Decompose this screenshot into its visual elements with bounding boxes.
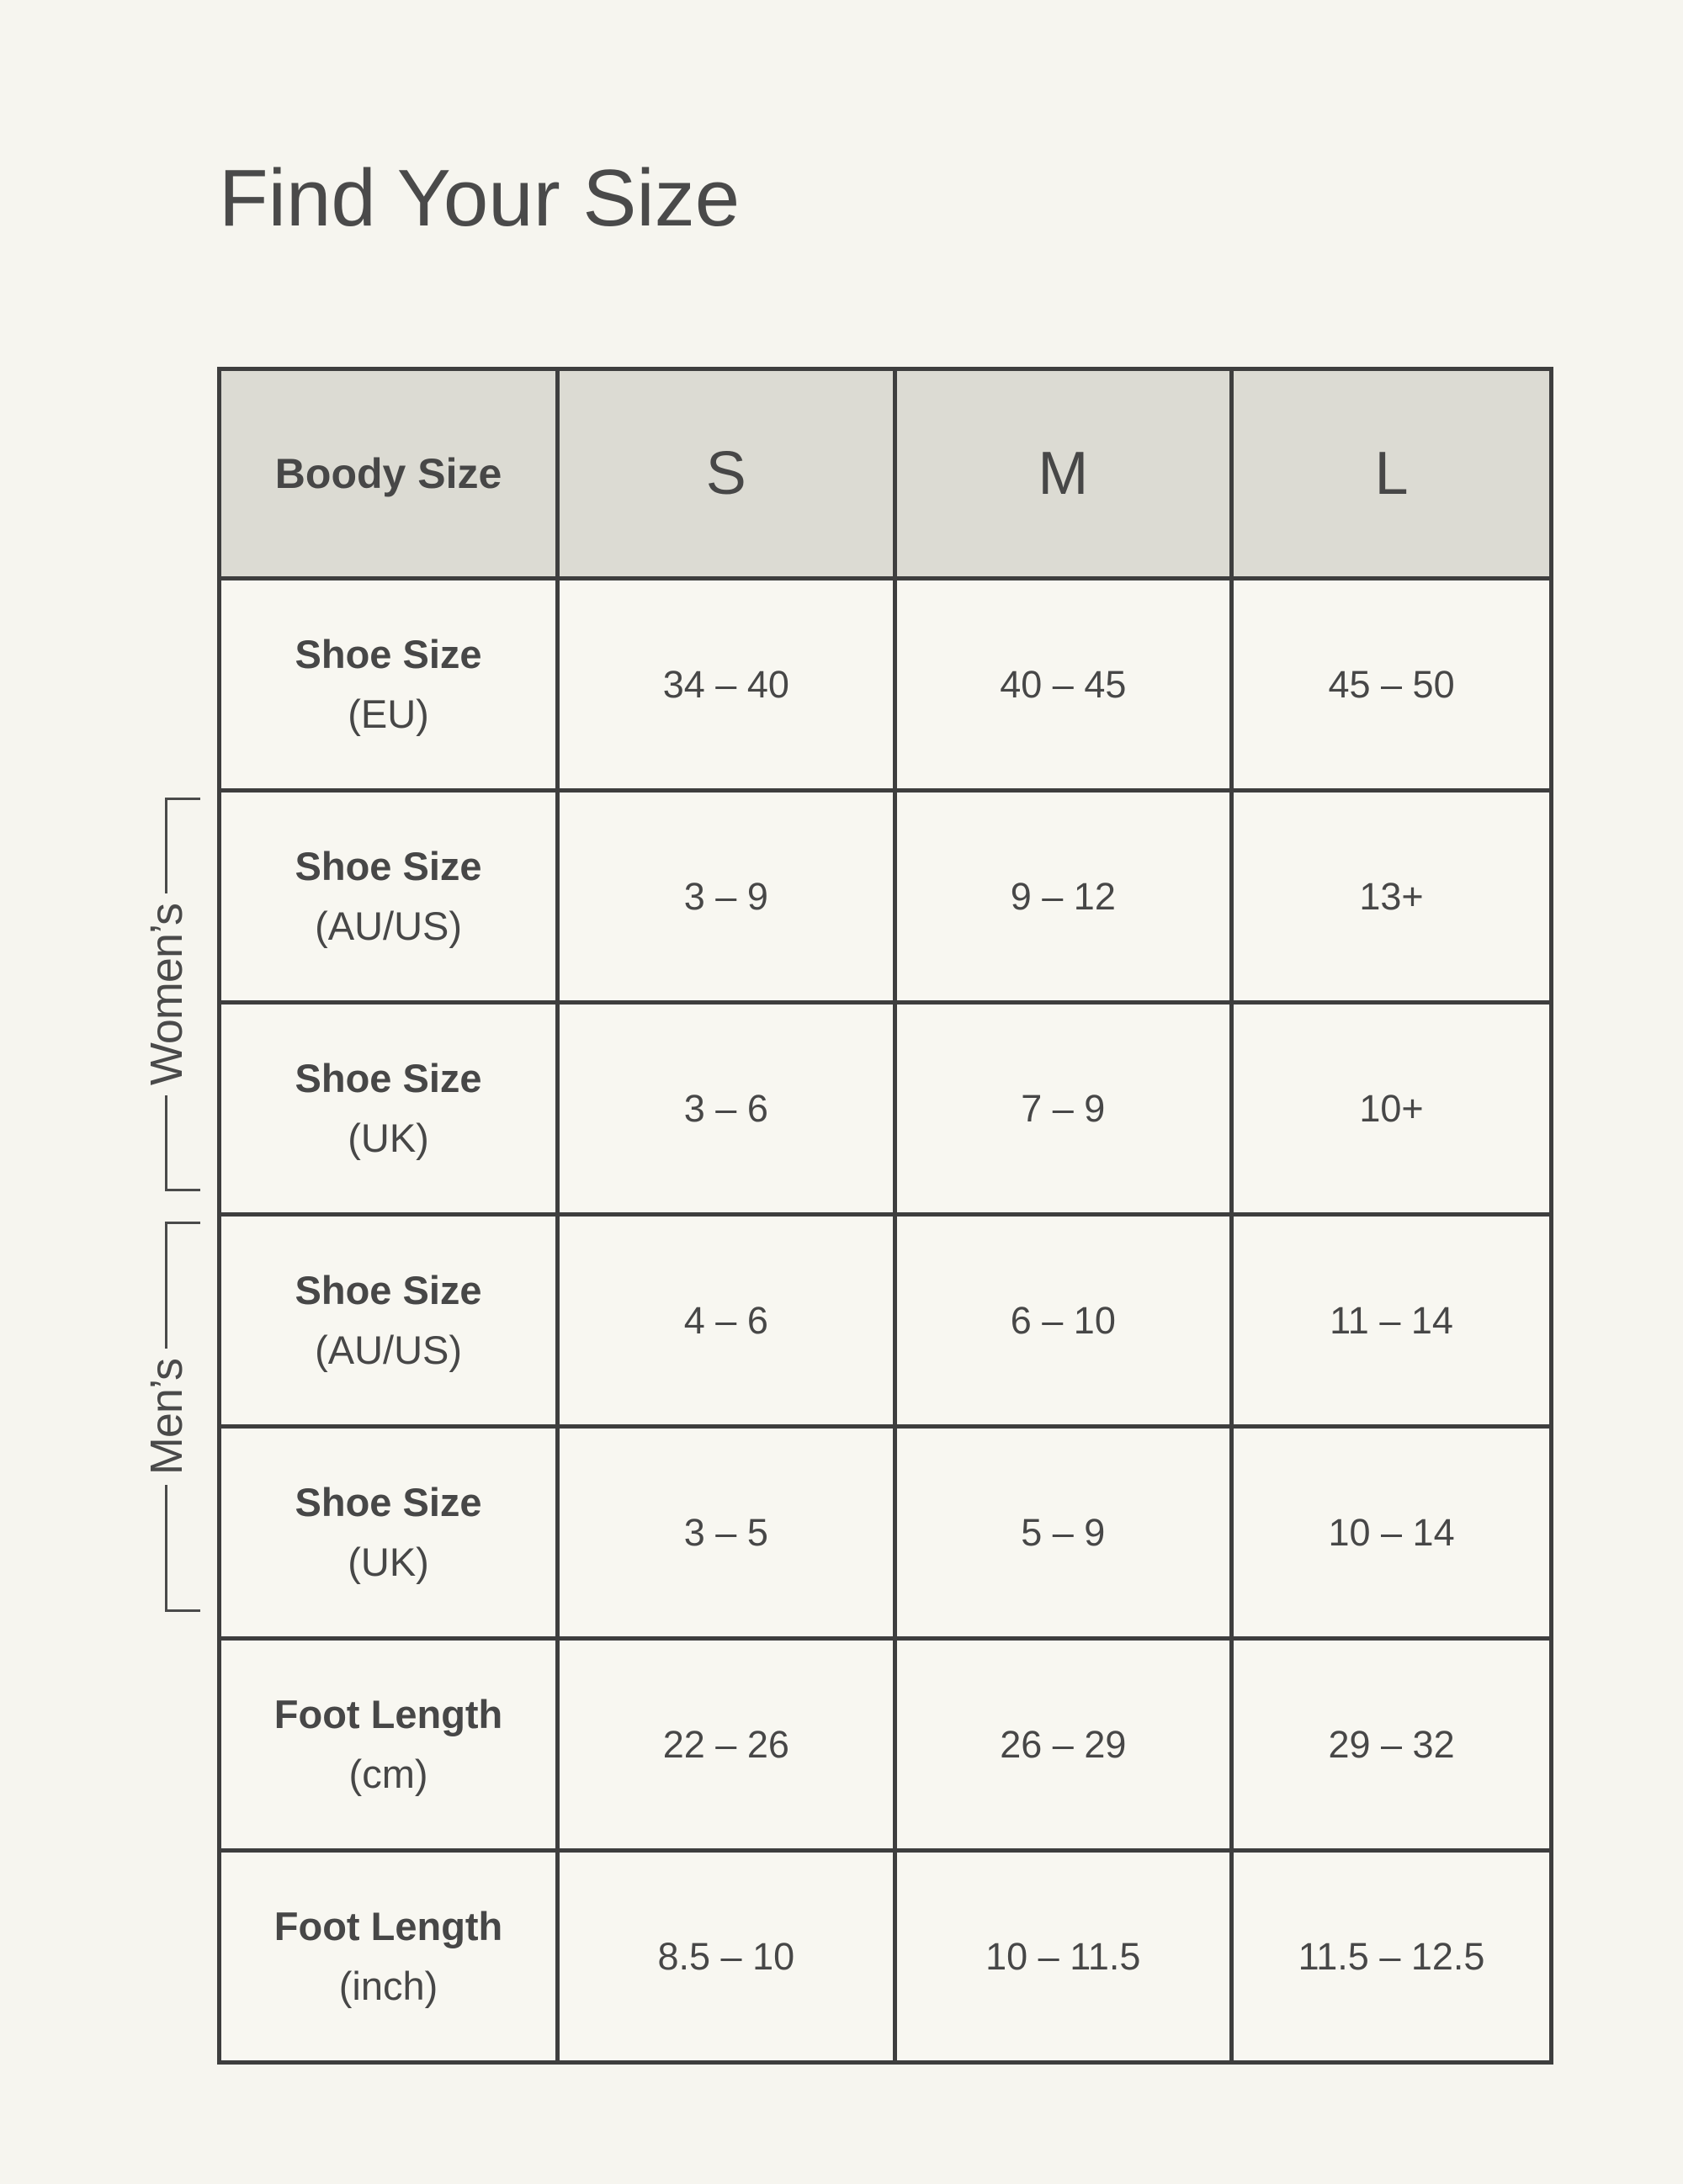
cell-m: 7 – 9 [892, 1000, 1234, 1217]
cell-l: 10+ [1229, 1000, 1553, 1217]
table-row-mens-shoe-size-uk: Shoe Size (UK) 3 – 5 5 – 9 10 – 14 [216, 1424, 1553, 1641]
cell-l: 11 – 14 [1229, 1212, 1553, 1429]
cell-s: 3 – 6 [555, 1000, 897, 1217]
womens-group-bracket: Women’s [141, 798, 200, 1191]
womens-bracket-line-bottom [165, 1095, 200, 1191]
row-label: Shoe Size [295, 1480, 482, 1524]
cell-m: 40 – 45 [892, 576, 1234, 792]
cell-s: 8.5 – 10 [555, 1848, 897, 2065]
row-label: Foot Length [273, 1904, 503, 1948]
mens-group-bracket: Men’s [141, 1222, 200, 1613]
row-unit: (EU) [348, 691, 429, 736]
mens-bracket-line-bottom [165, 1485, 200, 1613]
row-label-cell: Shoe Size (UK) [216, 1000, 560, 1217]
mens-group-label: Men’s [141, 1358, 192, 1476]
table-header-size-l: L [1229, 367, 1553, 580]
row-label: Shoe Size [295, 1268, 482, 1312]
row-unit: (cm) [348, 1751, 428, 1796]
cell-s: 3 – 9 [555, 788, 897, 1005]
table-header-boody-size: Boody Size [216, 367, 560, 580]
table-header-row: Boody Size S M L [216, 367, 1553, 580]
table-row-foot-length-cm: Foot Length (cm) 22 – 26 26 – 29 29 – 32 [216, 1636, 1553, 1853]
cell-s: 3 – 5 [555, 1424, 897, 1641]
cell-s: 22 – 26 [555, 1636, 897, 1853]
cell-m: 6 – 10 [892, 1212, 1234, 1429]
row-label: Shoe Size [295, 632, 482, 676]
row-label-cell: Foot Length (inch) [216, 1848, 560, 2065]
row-unit: (UK) [348, 1539, 429, 1584]
row-label-cell: Foot Length (cm) [216, 1636, 560, 1853]
cell-l: 29 – 32 [1229, 1636, 1553, 1853]
table-row-womens-shoe-size-auus: Shoe Size (AU/US) 3 – 9 9 – 12 13+ [216, 788, 1553, 1005]
cell-s: 4 – 6 [555, 1212, 897, 1429]
cell-l: 10 – 14 [1229, 1424, 1553, 1641]
cell-l: 11.5 – 12.5 [1229, 1848, 1553, 2065]
table-row-foot-length-inch: Foot Length (inch) 8.5 – 10 10 – 11.5 11… [216, 1848, 1553, 2065]
size-chart-table: Boody Size S M L Shoe Size (EU) 34 – 40 … [216, 367, 1553, 2065]
table-row-mens-shoe-size-auus: Shoe Size (AU/US) 4 – 6 6 – 10 11 – 14 [216, 1212, 1553, 1429]
cell-l: 13+ [1229, 788, 1553, 1005]
table-row-womens-shoe-size-uk: Shoe Size (UK) 3 – 6 7 – 9 10+ [216, 1000, 1553, 1217]
row-label-cell: Shoe Size (EU) [216, 576, 560, 792]
cell-m: 9 – 12 [892, 788, 1234, 1005]
row-unit: (AU/US) [315, 1327, 463, 1372]
row-label-cell: Shoe Size (UK) [216, 1424, 560, 1641]
womens-group-label: Women’s [141, 903, 192, 1086]
table-row-shoe-size-eu: Shoe Size (EU) 34 – 40 40 – 45 45 – 50 [216, 576, 1553, 792]
table-header-size-m: M [892, 367, 1234, 580]
cell-m: 10 – 11.5 [892, 1848, 1234, 2065]
table-header-size-s: S [555, 367, 897, 580]
cell-m: 5 – 9 [892, 1424, 1234, 1641]
cell-s: 34 – 40 [555, 576, 897, 792]
row-unit: (inch) [338, 1963, 438, 2008]
cell-m: 26 – 29 [892, 1636, 1234, 1853]
row-label: Shoe Size [295, 844, 482, 888]
page-title: Find Your Size [219, 153, 741, 243]
row-label-cell: Shoe Size (AU/US) [216, 1212, 560, 1429]
row-label-cell: Shoe Size (AU/US) [216, 788, 560, 1005]
row-unit: (UK) [348, 1115, 429, 1160]
cell-l: 45 – 50 [1229, 576, 1553, 792]
row-unit: (AU/US) [315, 903, 463, 948]
row-label: Foot Length [273, 1692, 503, 1736]
mens-bracket-line-top [165, 1222, 200, 1349]
row-label: Shoe Size [295, 1056, 482, 1100]
womens-bracket-line-top [165, 798, 200, 893]
